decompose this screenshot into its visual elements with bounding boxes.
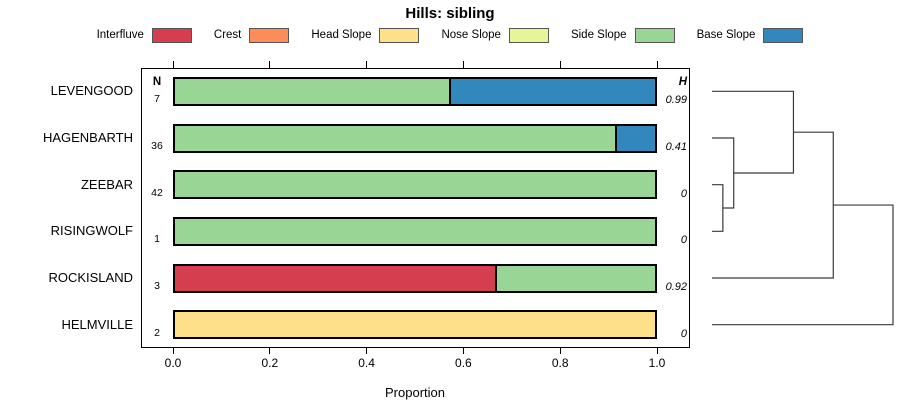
stacked-bar: [173, 123, 657, 153]
row-label: ROCKISLAND: [48, 270, 133, 285]
legend-swatch: [379, 27, 420, 43]
axis-tick-bottom: [366, 348, 368, 354]
axis-tick-top: [269, 61, 271, 68]
n-value: 42: [151, 186, 163, 199]
dendrogram: [712, 90, 894, 326]
legend-swatch: [151, 27, 192, 43]
axis-tick-top: [172, 61, 174, 68]
legend-label: Interfluve: [96, 29, 144, 41]
axis-tick-bottom: [172, 348, 174, 354]
legend-item: Nose Slope: [441, 27, 549, 43]
legend-label: Side Slope: [570, 29, 627, 41]
stacked-bar: [173, 263, 657, 293]
stacked-bar: [173, 76, 657, 106]
legend-swatch: [508, 27, 549, 43]
n-value: 2: [154, 326, 160, 339]
axis-tick-label: 0.8: [551, 356, 569, 370]
n-value: 36: [151, 140, 163, 152]
n-value: 7: [154, 93, 160, 106]
row-label: LEVENGOOD: [50, 83, 133, 99]
row-label: ZEEBAR: [80, 176, 133, 192]
row-label: RISINGWOLF: [50, 223, 133, 239]
bar-segment: [175, 78, 450, 104]
chart-title: Hills: sibling: [405, 5, 495, 22]
bar-segment: [175, 125, 616, 151]
stacked-bar: [173, 170, 657, 200]
axis-tick-bottom: [656, 348, 658, 354]
legend-item: Crest: [213, 27, 290, 43]
bar-segment: [175, 265, 496, 291]
legend-label: Base Slope: [696, 29, 756, 41]
bar-segment: [175, 218, 655, 244]
n-value: 3: [154, 280, 160, 292]
legend-item: Base Slope: [696, 27, 804, 43]
axis-tick-top: [366, 61, 368, 68]
axis-tick-label: 0.2: [261, 356, 279, 370]
row-label: HELMVILLE: [61, 316, 133, 332]
h-value: 0: [680, 187, 687, 200]
axis-tick-label: 1.0: [648, 356, 666, 370]
bar-segment: [615, 125, 655, 151]
n-value: 1: [154, 233, 160, 246]
h-value: 0.99: [665, 94, 687, 107]
bar-segment: [449, 78, 655, 104]
dendrogram-branch: [712, 184, 724, 232]
axis-tick-bottom: [559, 348, 561, 354]
legend: Interfluve Crest Head Slope Nose Slope Side …: [0, 26, 900, 44]
axis-tick-label: 0.6: [455, 356, 472, 370]
plot-box: [141, 68, 690, 348]
bar-segment: [495, 265, 655, 291]
legend-item: Side Slope: [570, 27, 675, 43]
n-column-header: N: [152, 76, 162, 88]
axis-tick-top: [656, 61, 658, 68]
h-value: 0.41: [665, 141, 687, 153]
axis-tick-bottom: [462, 348, 464, 354]
bar-segment: [175, 172, 655, 198]
dendrogram-branch: [712, 90, 795, 174]
legend-label: Head Slope: [311, 29, 372, 41]
row-label: HAGENBARTH: [42, 130, 133, 145]
h-value: 0: [680, 327, 687, 340]
dendrogram-branch: [712, 204, 894, 326]
legend-label: Crest: [213, 29, 242, 41]
x-axis-label: Proportion: [385, 385, 445, 400]
axis-tick-top: [559, 61, 561, 68]
axis-tick-bottom: [269, 348, 271, 354]
legend-swatch: [249, 27, 290, 43]
legend-swatch: [763, 27, 804, 43]
h-value: 0: [680, 234, 687, 247]
dendrogram-branch: [712, 137, 735, 209]
stacked-bar: [173, 310, 657, 340]
axis-tick-top: [462, 61, 464, 68]
legend-item: Head Slope: [311, 27, 420, 43]
legend-item: Interfluve: [96, 27, 192, 43]
h-value: 0.92: [665, 281, 687, 293]
h-column-header: H: [678, 76, 687, 88]
axis-tick-label: 0.0: [164, 356, 182, 370]
axis-tick-label: 0.4: [358, 356, 375, 370]
bar-segment: [175, 312, 655, 338]
dendrogram-branch: [712, 131, 834, 279]
stacked-bar: [173, 216, 657, 246]
legend-swatch: [634, 27, 675, 43]
legend-label: Nose Slope: [441, 29, 501, 41]
